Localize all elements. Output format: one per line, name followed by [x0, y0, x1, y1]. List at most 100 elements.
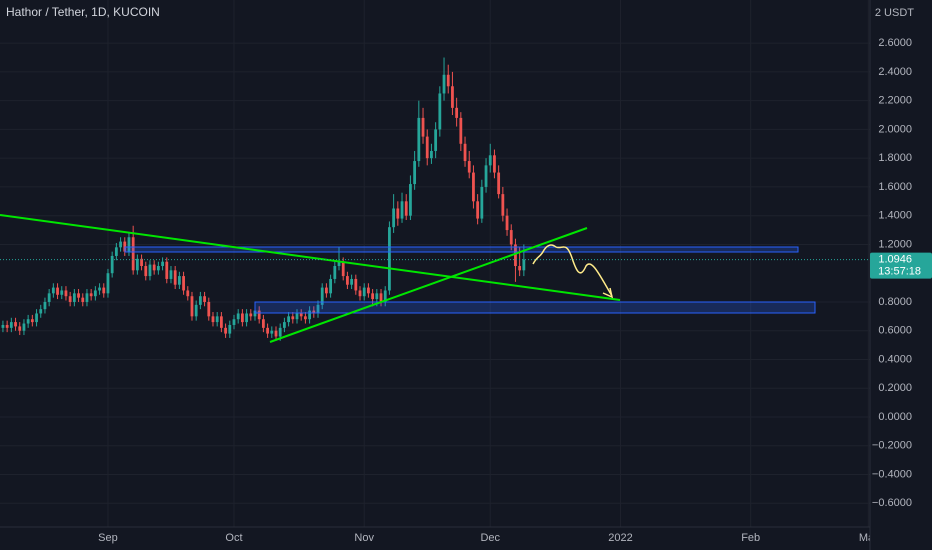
y-tick-label: 0.8000 [878, 296, 912, 308]
candle-body [455, 107, 459, 118]
candle-body [198, 296, 202, 305]
candle-body [320, 287, 324, 305]
x-tick-label: Sep [98, 532, 118, 544]
candles [1, 57, 526, 341]
x-tick-label: 2022 [608, 532, 632, 544]
x-tick-label: Oct [225, 532, 242, 544]
candle-body [9, 322, 13, 328]
candle-body [421, 117, 425, 137]
candle-body [102, 287, 106, 294]
candle-body [173, 270, 177, 285]
candle-body [404, 201, 408, 216]
candle-body [215, 316, 219, 323]
candle-body [442, 74, 446, 94]
candle-body [350, 278, 354, 285]
y-tick-label: −0.2000 [872, 440, 912, 452]
candle-body [72, 293, 76, 302]
candle-body [93, 290, 97, 297]
candle-body [312, 310, 316, 314]
candle-body [514, 244, 517, 267]
candle-body [127, 237, 131, 252]
trend-line [269, 227, 588, 343]
candle-body [186, 290, 190, 297]
candle-body [110, 255, 114, 274]
last-price-box [870, 252, 932, 279]
candle-body [190, 296, 194, 317]
candle-body [152, 264, 156, 271]
candle-body [282, 322, 286, 328]
candle-body [409, 184, 412, 216]
y-tick-label: −0.6000 [872, 497, 912, 509]
candle-body [18, 326, 22, 331]
candle-body [467, 161, 471, 173]
candle-body [451, 86, 454, 108]
currency-label: 2 USDT [875, 7, 914, 19]
candle-body [396, 208, 400, 219]
candle-body [156, 266, 160, 271]
candle-body [459, 117, 463, 144]
candle-body [463, 143, 467, 162]
candle-body [140, 258, 143, 267]
candle-body [346, 276, 349, 285]
candle-body [362, 287, 366, 297]
candle-body [354, 278, 358, 291]
candle-body [367, 287, 370, 294]
candle-body [43, 301, 47, 310]
candle-body [270, 330, 274, 334]
candle-body [148, 264, 152, 277]
candle-body [325, 287, 328, 294]
candle-body [51, 287, 55, 294]
candle-body [77, 293, 80, 298]
projection-arrow [532, 244, 614, 299]
candle-body [379, 293, 383, 302]
candle-body [274, 330, 278, 337]
candle-body [219, 316, 223, 328]
candle-body [1, 324, 5, 328]
candle-body [509, 230, 513, 245]
y-tick-label: 0.4000 [878, 353, 912, 365]
y-tick-label: 1.4000 [878, 210, 912, 222]
candle-body [430, 150, 433, 159]
candle-body [329, 278, 333, 294]
trend-line [0, 214, 621, 301]
candle-body [522, 259, 526, 271]
candle-body [47, 293, 51, 302]
chart-title: Hathor / Tether, 1D, KUCOIN [6, 5, 160, 19]
candle-body [119, 241, 122, 248]
y-tick-label: 1.2000 [878, 238, 912, 250]
candle-body [333, 266, 337, 279]
candle-body [505, 215, 509, 231]
x-tick-label: Feb [741, 532, 760, 544]
candle-body [161, 261, 164, 267]
candle-body [400, 201, 404, 219]
candle-body [114, 247, 118, 256]
candle-body [135, 258, 139, 271]
candle-body [106, 273, 110, 294]
candle-body [299, 313, 303, 317]
candle-body [371, 293, 375, 300]
y-tick-label: 2.2000 [878, 95, 912, 107]
candle-body [203, 296, 206, 302]
y-tick-label: 1.8000 [878, 152, 912, 164]
candle-body [194, 304, 198, 317]
candle-body [438, 93, 442, 130]
candle-body [278, 327, 282, 337]
candle-body [68, 296, 72, 302]
candle-body [488, 155, 492, 166]
candle-body [316, 304, 320, 314]
candle-body [480, 186, 484, 219]
candle-body [337, 261, 341, 267]
candle-body [89, 293, 93, 297]
candle-body [26, 319, 30, 324]
candle-body [341, 261, 345, 277]
candle-body [5, 324, 9, 328]
candle-body [182, 276, 185, 291]
candle-body [266, 327, 269, 334]
support-zone [254, 301, 816, 314]
candle-body [295, 313, 299, 320]
candle-body [56, 287, 59, 295]
candle-body [30, 319, 34, 323]
candle-body [207, 301, 211, 317]
